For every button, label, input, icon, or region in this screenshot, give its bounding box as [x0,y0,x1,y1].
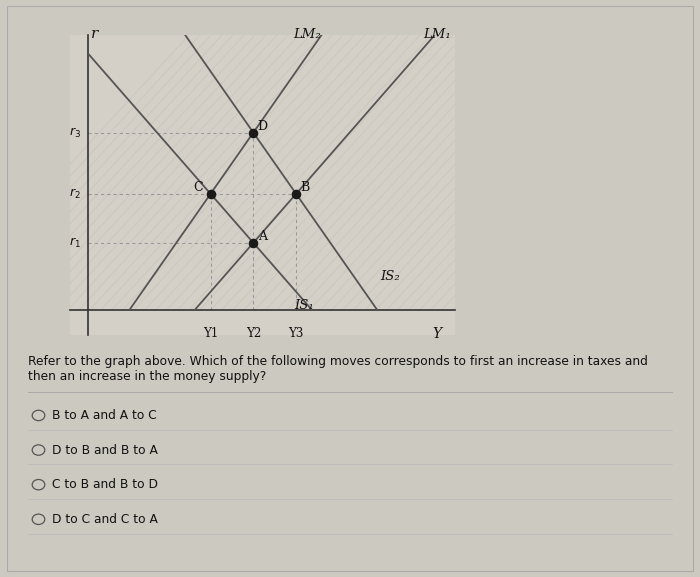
Text: $r_1$: $r_1$ [69,236,81,250]
Text: Y2: Y2 [246,327,261,340]
Text: LM₁: LM₁ [423,28,451,41]
Point [248,238,259,248]
Text: r: r [92,27,99,41]
Point [290,189,302,198]
Text: $r_3$: $r_3$ [69,126,81,140]
Text: $r_2$: $r_2$ [69,187,81,201]
Text: C to B and B to D: C to B and B to D [52,478,158,491]
Text: B: B [300,181,309,194]
Text: D to B and B to A: D to B and B to A [52,444,158,456]
Text: IS₂: IS₂ [380,269,400,283]
Text: IS₁: IS₁ [295,299,314,312]
Point [248,128,259,137]
Text: A: A [258,230,267,243]
Text: Y3: Y3 [288,327,304,340]
Text: C: C [193,181,203,194]
Text: D: D [258,120,267,133]
Point [205,189,216,198]
Text: D to C and C to A: D to C and C to A [52,513,158,526]
Text: Refer to the graph above. Which of the following moves corresponds to first an i: Refer to the graph above. Which of the f… [28,355,648,368]
Text: LM₂: LM₂ [293,28,321,41]
Text: Y1: Y1 [203,327,218,340]
Text: then an increase in the money supply?: then an increase in the money supply? [28,370,266,384]
Text: Y: Y [432,327,441,342]
Text: B to A and A to C: B to A and A to C [52,409,158,422]
